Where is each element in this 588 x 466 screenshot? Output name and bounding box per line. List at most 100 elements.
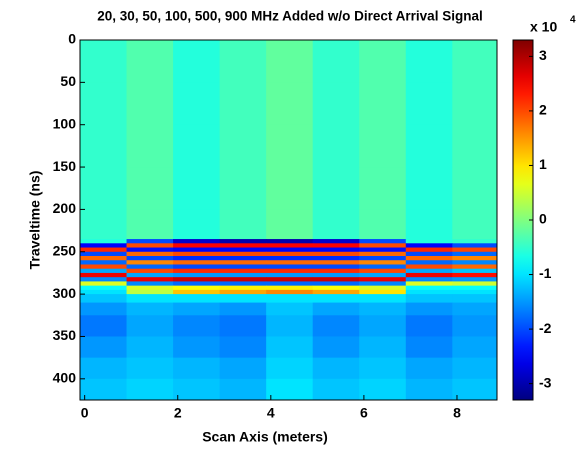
heatmap-cell: [126, 268, 174, 274]
heatmap-cell: [452, 256, 498, 261]
heatmap-cell: [359, 285, 407, 291]
heatmap-cell: [266, 124, 314, 168]
heatmap-cell: [126, 336, 174, 359]
heatmap-cell: [405, 285, 453, 291]
heatmap-cell: [173, 277, 221, 282]
heatmap-cell: [359, 315, 407, 337]
heatmap-cell: [359, 256, 407, 261]
heatmap-cell: [312, 256, 360, 261]
heatmap-cell: [452, 277, 498, 282]
heatmap-cell: [359, 251, 407, 257]
heatmap-cell: [126, 277, 174, 282]
heatmap-cell: [405, 40, 453, 83]
heatmap-cell: [80, 243, 128, 249]
heatmap-cell: [173, 268, 221, 274]
heatmap-cell: [126, 260, 174, 265]
heatmap-cell: [266, 260, 314, 265]
heatmap-cell: [266, 82, 314, 126]
heatmap-cell: [173, 247, 221, 253]
heatmap-cell: [219, 294, 267, 304]
y-tick-label: 300: [53, 285, 77, 301]
heatmap-cell: [312, 124, 360, 168]
heatmap-cell: [405, 82, 453, 126]
colorbar-tick-label: -3: [539, 374, 552, 390]
heatmap-cell: [405, 289, 453, 295]
heatmap-cell: [405, 209, 453, 240]
heatmap-cell: [219, 167, 267, 210]
heatmap-cell: [126, 209, 174, 240]
heatmap-cell: [173, 167, 221, 210]
heatmap-cell: [80, 239, 128, 244]
heatmap-cell: [452, 243, 498, 249]
heatmap-cell: [173, 264, 221, 270]
heatmap-cell: [126, 82, 174, 126]
x-tick-label: 0: [81, 405, 89, 421]
colorbar-tick-label: -2: [539, 320, 552, 336]
heatmap-cell: [80, 167, 128, 210]
heatmap-cell: [173, 281, 221, 287]
heatmap-cell: [405, 124, 453, 168]
heatmap-cell: [219, 40, 267, 83]
heatmap-cell: [405, 294, 453, 304]
heatmap-cell: [266, 268, 314, 274]
heatmap-cell: [359, 167, 407, 210]
heatmap-cell: [173, 260, 221, 265]
heatmap-cell: [126, 251, 174, 257]
heatmap-cell: [266, 243, 314, 249]
heatmap-cell: [126, 285, 174, 291]
heatmap-cell: [80, 82, 128, 126]
heatmap-cell: [126, 243, 174, 249]
heatmap-cell: [359, 260, 407, 265]
heatmap-cell: [452, 289, 498, 295]
heatmap-cell: [452, 124, 498, 168]
heatmap-cell: [312, 264, 360, 270]
heatmap-cell: [266, 167, 314, 210]
colorbar-tick-label: 1: [539, 156, 547, 172]
heatmap-cell: [359, 124, 407, 168]
heatmap-cell: [452, 247, 498, 253]
heatmap-cell: [452, 239, 498, 244]
heatmap-cell: [173, 251, 221, 257]
heatmap-cell: [405, 247, 453, 253]
heatmap-cell: [80, 124, 128, 168]
heatmap-cell: [452, 302, 498, 316]
heatmap-cell: [173, 124, 221, 168]
heatmap-cell: [80, 294, 128, 304]
heatmap-cell: [80, 260, 128, 265]
heatmap-cell: [452, 251, 498, 257]
colorbar-tick-label: 3: [539, 47, 547, 63]
heatmap-cell: [312, 82, 360, 126]
heatmap-cell: [266, 40, 314, 83]
heatmap-cell: [219, 256, 267, 261]
y-tick-label: 200: [53, 200, 77, 216]
heatmap-cell: [452, 82, 498, 126]
heatmap-cell: [312, 251, 360, 257]
heatmap-cell: [126, 294, 174, 304]
heatmap-cell: [405, 251, 453, 257]
heatmap-cell: [359, 209, 407, 240]
heatmap-cell: [452, 315, 498, 337]
colorbar-tick-label: 0: [539, 211, 547, 227]
heatmap-cell: [266, 378, 314, 401]
heatmap-cell: [126, 239, 174, 244]
heatmap-cell: [80, 256, 128, 261]
heatmap-cell: [452, 294, 498, 304]
heatmap-cell: [312, 167, 360, 210]
heatmap-cell: [312, 336, 360, 359]
heatmap-cell: [359, 247, 407, 253]
plot-frame: [79, 39, 498, 401]
heatmap-cell: [359, 281, 407, 287]
heatmap-cell: [173, 239, 221, 244]
heatmap-cell: [405, 302, 453, 316]
heatmap-cell: [359, 357, 407, 380]
heatmap-cell: [219, 315, 267, 337]
heatmap-cell: [312, 268, 360, 274]
heatmap-cell: [80, 302, 128, 316]
heatmap-cell: [219, 124, 267, 168]
heatmap-cell: [80, 268, 128, 274]
heatmap-cell: [312, 315, 360, 337]
heatmap-cell: [126, 357, 174, 380]
heatmap-cell: [173, 378, 221, 401]
